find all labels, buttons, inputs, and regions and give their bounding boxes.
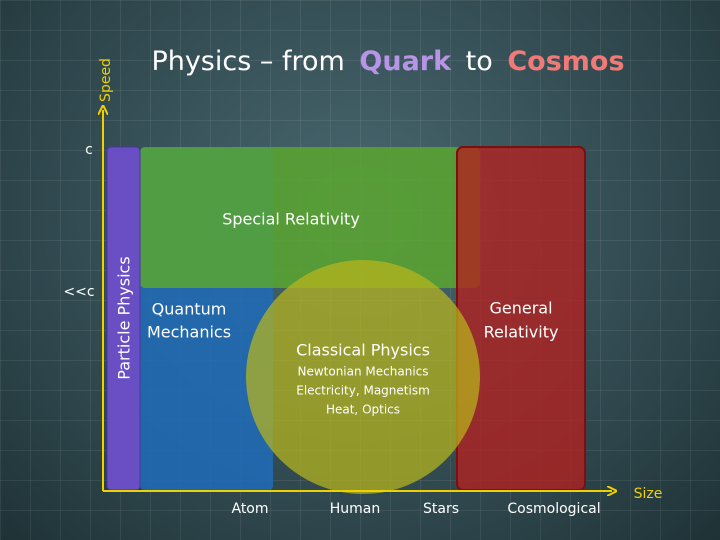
general-relativity-label: General (489, 299, 552, 318)
title-cosmos: Cosmos (507, 46, 624, 77)
title-text: to (466, 46, 493, 77)
x-tick-label: Cosmological (507, 501, 600, 517)
special-relativity-region (140, 147, 480, 288)
y-tick-label: c (85, 142, 93, 158)
classical-detail: Electricity, Magnetism (296, 384, 430, 398)
title-text: Physics – from (151, 46, 344, 77)
special-relativity-label: Special Relativity (222, 210, 360, 229)
x-tick-label: Stars (423, 501, 459, 517)
title: Physics – from Quark to Cosmos (151, 46, 624, 77)
y-axis-label: Speed (98, 58, 114, 102)
classical-region (246, 260, 480, 494)
x-axis-label: Size (634, 486, 663, 502)
classical-detail: Newtonian Mechanics (297, 365, 428, 379)
general-relativity-label: Relativity (484, 323, 559, 342)
x-tick-label: Atom (231, 501, 268, 517)
general-relativity-region (456, 146, 586, 491)
quantum-label: Mechanics (147, 323, 231, 342)
quantum-label: Quantum (152, 300, 227, 319)
y-tick-label: <<c (63, 284, 94, 300)
particle-label: Particle Physics (115, 256, 134, 379)
classical-label: Classical Physics (296, 341, 430, 360)
title-quark: Quark (359, 46, 452, 77)
classical-detail: Heat, Optics (326, 403, 400, 417)
x-tick-label: Human (330, 501, 381, 517)
